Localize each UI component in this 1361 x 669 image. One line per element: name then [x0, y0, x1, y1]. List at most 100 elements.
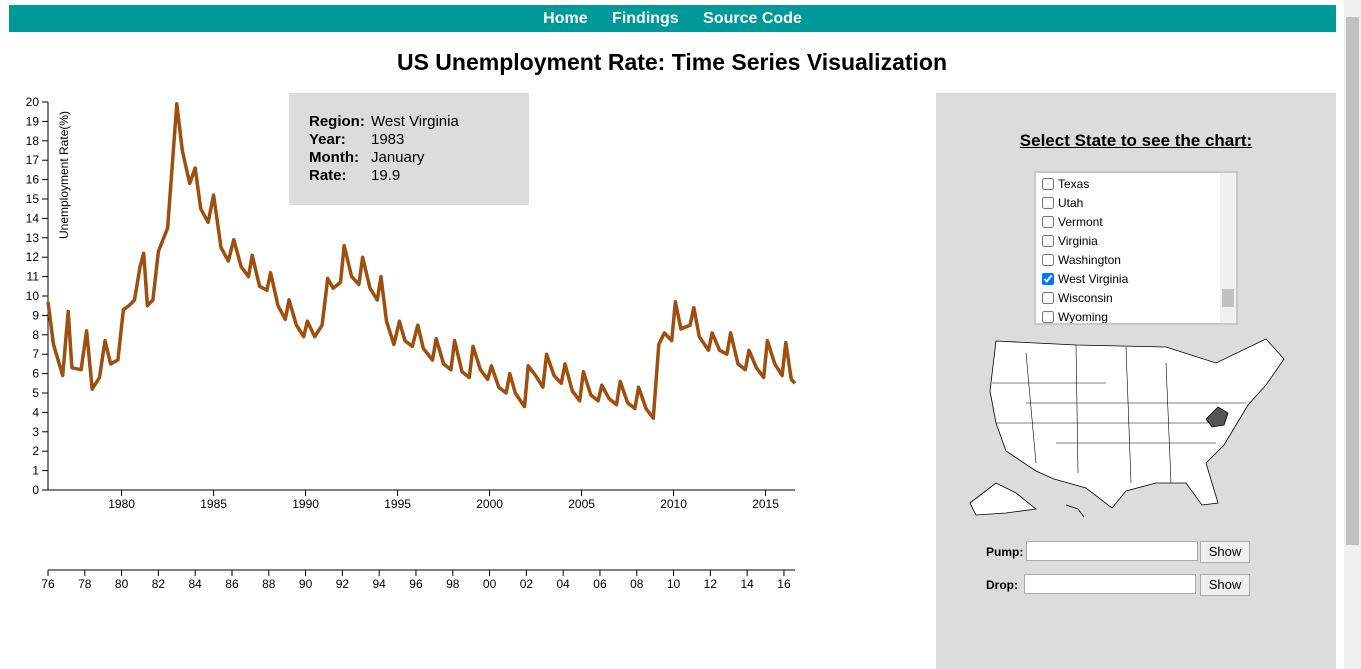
context-tick-label: 06 — [593, 577, 607, 591]
y-tick-label: 10 — [26, 289, 40, 303]
x-tick-label: 2010 — [660, 497, 687, 511]
state-name: Washington — [1058, 253, 1121, 267]
state-checkbox[interactable] — [1042, 178, 1054, 190]
state-option[interactable]: Utah — [1042, 194, 1083, 213]
state-checkbox[interactable] — [1042, 216, 1054, 228]
tooltip-label: Year: — [309, 131, 346, 148]
context-tick-label: 84 — [189, 577, 203, 591]
y-tick-label: 16 — [26, 173, 40, 187]
y-tick-label: 7 — [32, 347, 39, 361]
state-checkbox[interactable] — [1042, 197, 1054, 209]
y-tick-label: 19 — [26, 114, 40, 128]
state-checkbox[interactable] — [1042, 273, 1054, 285]
page-scrollbar[interactable] — [1344, 0, 1361, 669]
y-tick-label: 18 — [26, 134, 40, 148]
drop-label: Drop: — [986, 578, 1018, 592]
state-list[interactable]: Texas Utah Vermont Virginia Washington West V… — [1034, 171, 1238, 325]
y-tick-label: 2 — [32, 444, 39, 458]
context-tick-label: 88 — [262, 577, 276, 591]
show-button[interactable]: Show — [1200, 574, 1250, 596]
context-tick-label: 08 — [630, 577, 644, 591]
context-tick-label: 92 — [336, 577, 350, 591]
nav-link[interactable]: Findings — [612, 10, 679, 27]
state-name: West Virginia — [1058, 272, 1129, 286]
context-tick-label: 96 — [409, 577, 423, 591]
map-selected-state[interactable] — [1205, 406, 1229, 428]
us-map[interactable] — [966, 333, 1286, 523]
y-tick-label: 8 — [32, 328, 39, 342]
x-tick-label: 1985 — [200, 497, 227, 511]
tooltip-label: Region: — [309, 113, 365, 130]
tooltip-label: Rate: — [309, 167, 347, 184]
nav-link[interactable]: Home — [543, 10, 588, 27]
tooltip-value: 19.9 — [371, 167, 401, 184]
y-tick-label: 6 — [32, 367, 39, 381]
map-shape[interactable] — [989, 338, 1285, 509]
context-tick-label: 76 — [41, 577, 55, 591]
context-tick-label: 80 — [115, 577, 129, 591]
pump-input[interactable] — [1026, 541, 1198, 561]
y-tick-label: 5 — [32, 386, 39, 400]
state-option[interactable]: Vermont — [1042, 213, 1103, 232]
tooltip: Region: West Virginia Year: 1983 Month: Jan… — [289, 93, 529, 205]
x-tick-label: 2005 — [568, 497, 595, 511]
context-tick-label: 02 — [520, 577, 534, 591]
state-option[interactable]: Wyoming — [1042, 308, 1108, 324]
x-tick-label: 1980 — [108, 497, 135, 511]
y-tick-label: 15 — [26, 192, 40, 206]
context-tick-label: 98 — [446, 577, 460, 591]
pump-label: Pump: — [986, 545, 1024, 559]
state-name: Wyoming — [1058, 310, 1108, 324]
state-option[interactable]: Texas — [1042, 175, 1089, 194]
context-tick-label: 78 — [78, 577, 92, 591]
state-checkbox[interactable] — [1042, 254, 1054, 266]
panel-title: Select State to see the chart: — [1019, 131, 1253, 150]
context-tick-label: 94 — [373, 577, 387, 591]
x-tick-label: 2000 — [476, 497, 503, 511]
context-tick-label: 16 — [777, 577, 791, 591]
state-name: Vermont — [1058, 215, 1103, 229]
x-tick-label: 2015 — [752, 497, 779, 511]
context-tick-label: 04 — [556, 577, 570, 591]
y-tick-label: 1 — [32, 464, 39, 478]
tooltip-label: Month: — [309, 149, 359, 166]
context-tick-label: 10 — [667, 577, 681, 591]
y-tick-label: 4 — [32, 405, 39, 419]
context-tick-label: 12 — [704, 577, 718, 591]
x-tick-label: 1990 — [292, 497, 319, 511]
show-button[interactable]: Show — [1200, 541, 1250, 563]
scrollbar[interactable] — [1220, 173, 1236, 323]
context-tick-label: 90 — [299, 577, 313, 591]
chart: Unemployment Rate(%) 0123456789101112131… — [26, 95, 797, 591]
nav-link[interactable]: Source Code — [703, 10, 802, 27]
tooltip-value: 1983 — [371, 131, 405, 148]
y-tick-label: 20 — [26, 95, 40, 109]
y-tick-label: 0 — [32, 483, 39, 497]
state-option[interactable]: Wisconsin — [1042, 289, 1113, 308]
state-option[interactable]: Washington — [1042, 251, 1121, 270]
state-name: Virginia — [1058, 234, 1098, 248]
tooltip-value: January — [371, 149, 425, 166]
side-panel: Select State to see the chart: Texas Utah… — [936, 93, 1336, 669]
state-checkbox[interactable] — [1042, 235, 1054, 247]
y-tick-label: 13 — [26, 231, 40, 245]
context-tick-label: 82 — [152, 577, 166, 591]
y-tick-label: 12 — [26, 250, 40, 264]
context-tick-label: 14 — [740, 577, 754, 591]
x-tick-label: 1995 — [384, 497, 411, 511]
drop-input[interactable] — [1024, 574, 1196, 594]
page-title: US Unemployment Rate: Time Series Visual… — [396, 49, 948, 75]
state-checkbox[interactable] — [1042, 311, 1054, 323]
y-tick-label: 17 — [26, 153, 40, 167]
state-name: Utah — [1058, 196, 1084, 210]
y-tick-label: 11 — [27, 270, 40, 284]
state-option[interactable]: West Virginia — [1042, 270, 1128, 289]
y-tick-label: 14 — [26, 211, 40, 225]
state-option[interactable]: Virginia — [1042, 232, 1098, 251]
data-line — [46, 102, 797, 420]
context-tick-label: 00 — [483, 577, 497, 591]
state-name: Texas — [1058, 177, 1090, 191]
y-tick-label: 3 — [32, 425, 39, 439]
state-checkbox[interactable] — [1042, 292, 1054, 304]
